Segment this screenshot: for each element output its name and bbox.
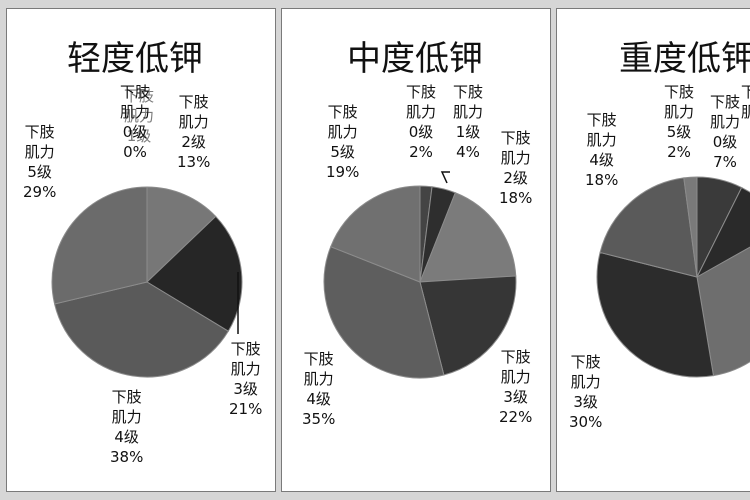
pie-slice-3 xyxy=(596,251,715,378)
slice-label-grade5: 下肢 肌力 5级 19% xyxy=(326,103,360,181)
pie-slice-5 xyxy=(51,186,148,305)
pie-slice-3 xyxy=(146,215,243,332)
slice-label-grade0: 下肢 肌力 0级 2% xyxy=(406,83,437,161)
chart-title: 重度低钾 xyxy=(619,39,750,79)
pie-chart-mild xyxy=(51,186,243,378)
slice-label-grade3: 下肢 肌力 3级 30% xyxy=(569,353,603,431)
pie-slice-4 xyxy=(599,177,698,278)
pie-chart-moderate xyxy=(323,171,517,379)
slice-label-grade5: 下肢 肌力 5级 2% xyxy=(664,83,695,161)
chart-title: 轻度低钾 xyxy=(67,39,203,79)
slice-label-grade1: 下肢肌力1级0% xyxy=(124,87,155,145)
chart-panel-moderate: 中度低钾 下肢 肌力 0级 2% 下肢 肌力 1级 4% 下肢 肌力 5级 19% 下肢 肌力 2级 1… xyxy=(281,8,551,492)
pie-slice-5 xyxy=(330,185,421,283)
slice-label-grade0: 下肢 肌力 0级 0% xyxy=(120,83,151,161)
pie-slice-3 xyxy=(419,275,517,376)
slice-label-grade4: 下肢 肌力 4级 38% xyxy=(110,388,144,466)
pie-slice-1 xyxy=(695,186,750,279)
slice-label-grade3: 下肢 肌力 3级 22% xyxy=(499,348,533,426)
slice-label-grade2: 下肢 肌力 2级 18% xyxy=(499,129,533,207)
pie-slice-5 xyxy=(683,176,698,278)
slice-label-grade4: 下肢 肌力 4级 35% xyxy=(302,350,336,428)
pie-slice-4 xyxy=(53,281,229,378)
pie-slice-4 xyxy=(323,246,445,379)
slice-label-grade2: 下肢 肌力 2级 13% xyxy=(177,93,211,171)
chart-title: 中度低钾 xyxy=(347,39,483,79)
slice-label-grade5: 下肢 肌力 5级 29% xyxy=(23,123,57,201)
pie-chart-severe xyxy=(596,176,750,378)
slice-label-grade3: 下肢 肌力 3级 21% xyxy=(229,340,263,418)
slice-label-grade0: 下肢 肌力 0级 7% xyxy=(710,93,741,171)
slice-label-grade4: 下肢 肌力 4级 18% xyxy=(585,111,619,189)
label-leader-line xyxy=(440,171,450,184)
pie-slice-2 xyxy=(419,192,517,283)
pie-slice-2 xyxy=(146,186,217,284)
slice-label-grade1: 下肢 肌力 1级 4% xyxy=(453,83,484,161)
pie-slice-2 xyxy=(696,246,750,377)
